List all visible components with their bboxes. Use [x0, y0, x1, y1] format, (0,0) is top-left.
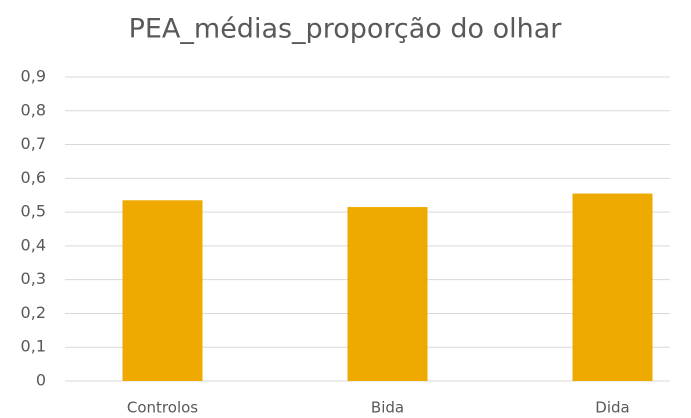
y-tick-label: 0,7: [21, 134, 46, 153]
x-tick-label: Bida: [371, 399, 404, 417]
y-tick-label: 0,8: [21, 100, 46, 119]
y-tick-label: 0,3: [21, 269, 46, 288]
y-tick-label: 0: [36, 371, 46, 390]
y-tick-label: 0,5: [21, 202, 46, 221]
bar: [572, 193, 653, 381]
bar: [122, 200, 203, 381]
x-tick-label: Dida: [595, 399, 629, 417]
chart-title: PEA_médias_proporção do olhar: [129, 14, 563, 45]
y-tick-label: 0,9: [21, 67, 46, 86]
x-tick-label: Controlos: [127, 399, 198, 417]
y-tick-label: 0,2: [21, 303, 46, 322]
y-tick-label: 0,4: [21, 235, 46, 254]
bar: [347, 207, 428, 381]
y-tick-label: 0,1: [21, 337, 46, 356]
y-tick-label: 0,6: [21, 168, 46, 187]
